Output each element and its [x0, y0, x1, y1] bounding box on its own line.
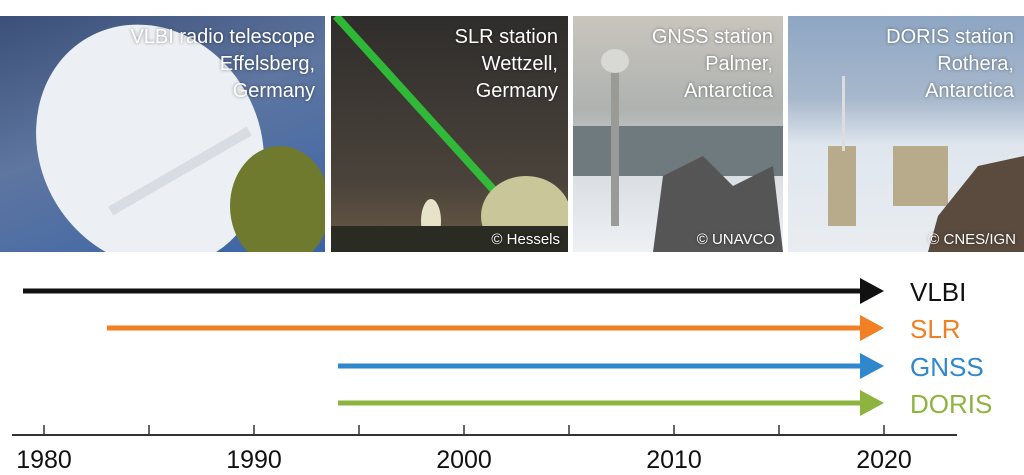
photo-caption: VLBI radio telescope Effelsberg, Germany	[130, 24, 315, 105]
caption-line: GNSS station	[651, 26, 773, 48]
photo-slr-station: SLR station Wettzell, Germany © Hessels	[331, 16, 568, 252]
technique-label: SLR	[910, 314, 961, 344]
caption-line: Antarctica	[684, 80, 773, 102]
axis-tick-label: 2010	[646, 446, 702, 474]
photo-caption: GNSS station Palmer, Antarctica	[652, 24, 773, 105]
technique-label: GNSS	[910, 352, 984, 382]
photo-credit: © CNES/IGN	[928, 231, 1016, 248]
caption-line: Antarctica	[925, 80, 1014, 102]
doris-illustration	[828, 76, 1024, 252]
axis-tick-label: 1990	[226, 446, 282, 474]
photo-gnss-station: GNSS station Palmer, Antarctica © UNAVCO	[573, 16, 783, 252]
caption-line: Palmer,	[705, 53, 773, 75]
caption-line: Germany	[475, 80, 558, 102]
axis-tick-label: 1980	[16, 446, 72, 474]
caption-line: VLBI radio telescope	[130, 26, 315, 48]
arrowhead	[860, 353, 884, 379]
telescope-illustration	[36, 24, 325, 252]
caption-line: Effelsberg,	[219, 53, 315, 75]
photo-credit: © Hessels	[491, 231, 560, 248]
slr-illustration	[331, 16, 568, 252]
technique-label: DORIS	[910, 389, 992, 419]
caption-line: DORIS station	[886, 26, 1014, 48]
arrowhead	[860, 278, 884, 304]
photo-caption: SLR station Wettzell, Germany	[455, 24, 558, 105]
photo-doris-station: DORIS station Rothera, Antarctica © CNES…	[788, 16, 1024, 252]
caption-line: SLR station	[454, 26, 558, 48]
technique-label: VLBI	[910, 277, 966, 307]
arrowhead	[860, 390, 884, 416]
arrowhead	[860, 315, 884, 341]
photo-credit: © UNAVCO	[696, 231, 775, 248]
photo-caption: DORIS station Rothera, Antarctica	[886, 24, 1014, 105]
photo-vlbi-telescope: VLBI radio telescope Effelsberg, Germany	[0, 16, 325, 252]
gnss-illustration	[573, 49, 783, 252]
caption-line: Germany	[232, 80, 315, 102]
axis-tick-label: 2020	[856, 446, 912, 474]
caption-line: Wettzell,	[481, 53, 558, 75]
axis-tick-label: 2000	[436, 446, 492, 474]
caption-line: Rothera,	[937, 53, 1014, 75]
